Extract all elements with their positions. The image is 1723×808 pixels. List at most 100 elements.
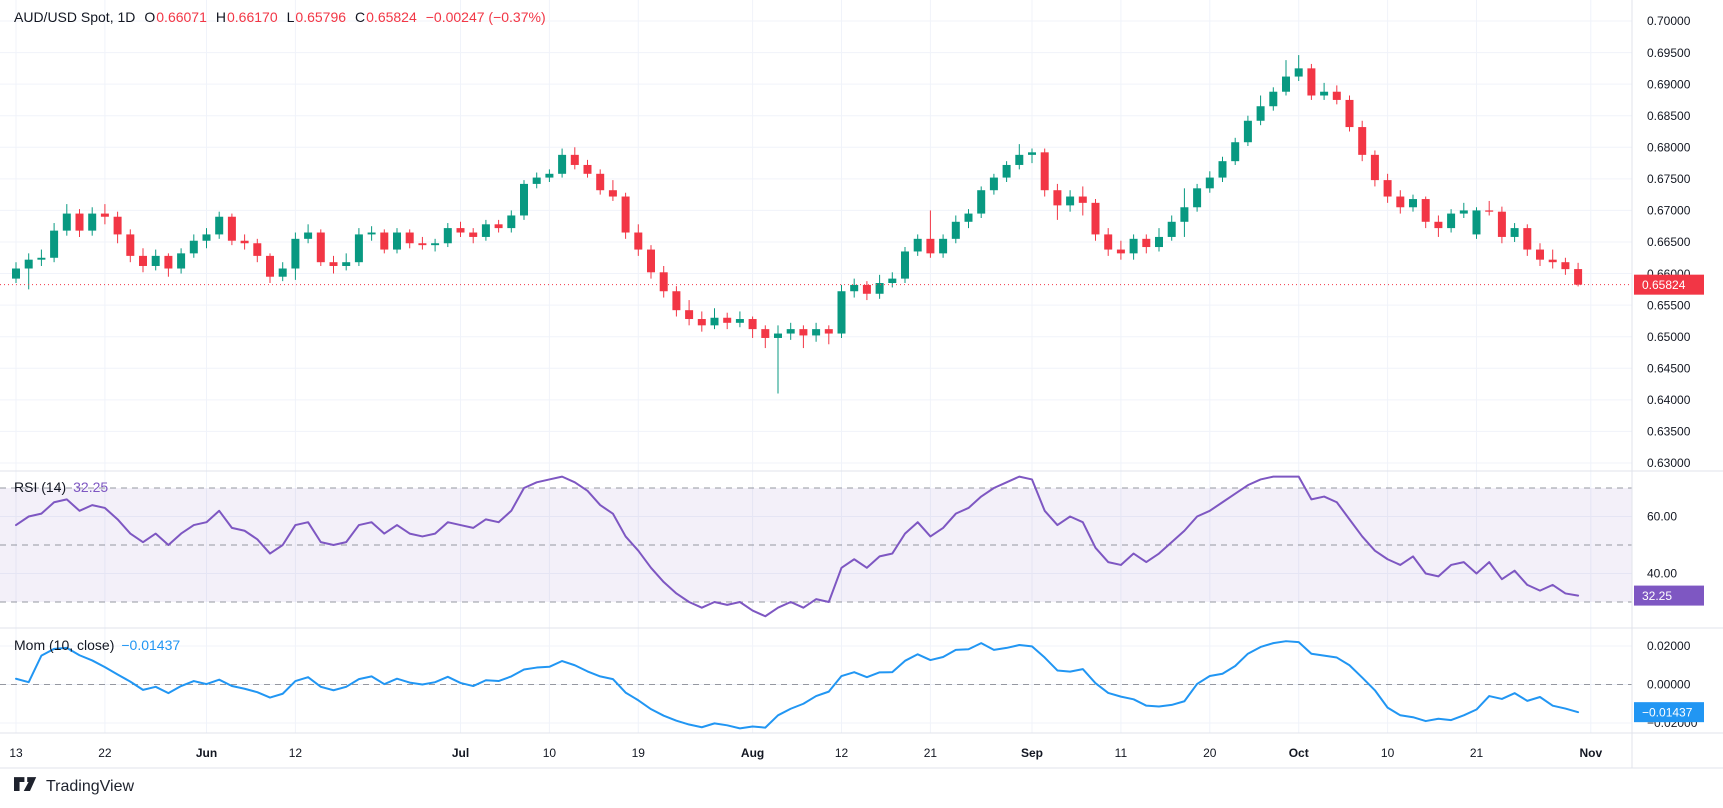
candle-body: [1294, 68, 1303, 77]
ohlc-high: H 0.66170: [215, 9, 278, 25]
time-axis-label: Oct: [1289, 746, 1309, 760]
time-axis-label: Jun: [196, 746, 217, 760]
time-axis-label: Jul: [452, 746, 469, 760]
candle-body: [735, 319, 744, 323]
mom-title: Mom (10, close): [14, 637, 115, 653]
candle-body: [367, 232, 376, 235]
rsi-title: RSI (14): [14, 479, 67, 495]
price-axis-label: 0.64000: [1647, 393, 1691, 407]
candle-body: [1180, 207, 1189, 222]
candle-body: [1218, 161, 1227, 178]
price-axis-label: 0.65500: [1647, 298, 1691, 312]
candle-body: [761, 329, 770, 338]
time-axis-label: 22: [98, 746, 112, 760]
price-axis-label: 0.63000: [1647, 456, 1691, 470]
symbol-title: AUD/USD Spot, 1D: [14, 9, 136, 25]
candle-body: [570, 154, 579, 165]
time-axis-label: 21: [1470, 746, 1484, 760]
candle-body: [113, 216, 122, 235]
candle-body: [469, 232, 478, 237]
candle-body: [837, 291, 846, 334]
candle-body: [723, 317, 732, 323]
candle-body: [177, 253, 186, 269]
candle-body: [431, 243, 440, 246]
price-axis-label: 0.67000: [1647, 204, 1691, 218]
candle-body: [1485, 210, 1494, 212]
candle-body: [977, 190, 986, 214]
rsi-value-badge-bg: [1634, 585, 1704, 606]
candle-body: [774, 333, 782, 338]
candle-body: [405, 232, 414, 244]
candle-body: [1193, 188, 1202, 208]
time-axis-label: 20: [1203, 746, 1217, 760]
candle-body: [1040, 152, 1049, 191]
candle-body: [62, 213, 71, 231]
candle-body: [1561, 262, 1570, 270]
mom-value-badge: −0.01437: [1642, 705, 1693, 719]
time-axis-label: 21: [924, 746, 938, 760]
candle-body: [1142, 238, 1151, 248]
candle-body: [227, 216, 236, 241]
time-axis-label: 12: [289, 746, 303, 760]
candle-body: [1167, 221, 1176, 237]
candle-body: [1307, 68, 1316, 96]
candle-body: [494, 224, 503, 229]
time-axis-label: Aug: [741, 746, 764, 760]
price-legend[interactable]: AUD/USD Spot, 1D O 0.66071 H 0.66170 L 0.65…: [14, 9, 546, 25]
mom-value-badge-bg: [1634, 702, 1704, 723]
candle-body: [100, 213, 109, 217]
candle-body: [913, 238, 922, 252]
candle-body: [1269, 91, 1278, 107]
candle-body: [1345, 99, 1354, 128]
candle-body: [151, 255, 160, 266]
candle-body: [989, 177, 998, 191]
price-axis-label: 0.69000: [1647, 77, 1691, 91]
price-axis-label: 0.63500: [1647, 425, 1691, 439]
time-axis-label: Nov: [1579, 746, 1602, 760]
mom-axis-label: 0.02000: [1647, 639, 1691, 653]
candle-body: [1066, 196, 1075, 206]
mom-value: −0.01437: [121, 637, 181, 653]
candle-body: [1358, 127, 1367, 155]
candle-body: [1510, 228, 1519, 237]
candle-body: [418, 243, 427, 246]
candle-body: [75, 213, 84, 231]
rsi-line: [15, 475, 1580, 618]
candle-body: [12, 268, 20, 279]
candle-body: [1409, 199, 1417, 208]
last-price-badge: 0.65824: [1642, 278, 1686, 292]
candle-body: [520, 183, 528, 216]
candle-body: [596, 173, 605, 191]
candle-body: [1523, 228, 1532, 250]
candle-body: [862, 284, 871, 294]
candle-body: [329, 262, 338, 266]
candle-body: [139, 255, 147, 266]
candle-body: [202, 234, 211, 241]
price-axis-label: 0.65000: [1647, 330, 1691, 344]
candle-body: [672, 291, 681, 311]
candle-body: [24, 259, 33, 269]
candle-body: [697, 319, 706, 326]
candle-body: [748, 319, 757, 330]
candle-body: [393, 232, 401, 250]
tradingview-logo[interactable]: TradingView: [14, 777, 134, 796]
candle-body: [786, 329, 795, 334]
candle-body: [507, 215, 516, 229]
candle-body: [685, 310, 694, 320]
candle-body: [901, 251, 909, 279]
price-axis-label: 0.66500: [1647, 235, 1691, 249]
time-axis-label: 19: [632, 746, 646, 760]
candle-body: [939, 238, 948, 254]
candle-body: [659, 272, 668, 292]
rsi-legend[interactable]: RSI (14) 32.25: [14, 479, 108, 495]
mom-axis-label: 0.00000: [1647, 678, 1691, 692]
tradingview-icon: [14, 777, 37, 792]
candle-body: [291, 238, 300, 269]
candle-body: [1574, 269, 1583, 285]
mom-legend[interactable]: Mom (10, close) −0.01437: [14, 637, 180, 653]
candle-body: [126, 234, 135, 256]
candle-body: [1256, 106, 1265, 121]
time-axis-label: 10: [1381, 746, 1395, 760]
